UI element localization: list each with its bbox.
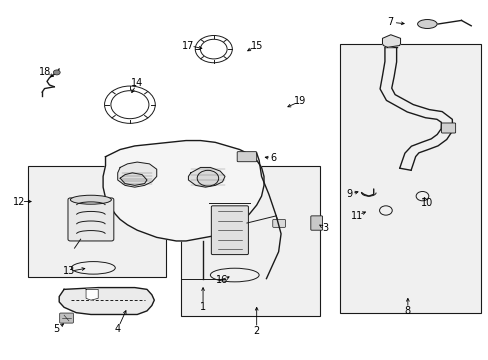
Bar [27, 166, 166, 277]
FancyBboxPatch shape [237, 152, 256, 162]
Bar [339, 44, 480, 313]
Text: 6: 6 [270, 153, 276, 163]
Text: 7: 7 [387, 17, 393, 27]
Text: 11: 11 [350, 211, 362, 221]
Circle shape [197, 170, 218, 186]
Bar [181, 166, 320, 316]
Text: 12: 12 [13, 197, 25, 207]
Polygon shape [120, 173, 147, 185]
FancyBboxPatch shape [441, 123, 455, 133]
Ellipse shape [70, 195, 111, 204]
Text: 4: 4 [114, 324, 121, 334]
Text: 10: 10 [420, 198, 432, 208]
Text: 1: 1 [200, 302, 206, 312]
Text: 16: 16 [216, 275, 228, 285]
FancyBboxPatch shape [211, 206, 248, 255]
FancyBboxPatch shape [310, 216, 322, 230]
Polygon shape [382, 35, 400, 47]
Text: 18: 18 [39, 67, 51, 77]
Text: 13: 13 [62, 266, 75, 276]
Polygon shape [86, 289, 98, 300]
FancyBboxPatch shape [68, 198, 114, 241]
Text: 9: 9 [346, 189, 352, 199]
Text: 2: 2 [253, 325, 259, 336]
Polygon shape [118, 162, 157, 187]
Circle shape [53, 70, 60, 75]
Text: 17: 17 [182, 41, 194, 50]
Text: 15: 15 [250, 41, 263, 50]
Text: 5: 5 [54, 324, 60, 334]
FancyBboxPatch shape [272, 220, 285, 227]
Text: 14: 14 [131, 78, 143, 88]
Polygon shape [188, 167, 224, 187]
Polygon shape [59, 288, 154, 315]
FancyBboxPatch shape [60, 313, 73, 323]
Text: 19: 19 [294, 96, 306, 106]
Text: 3: 3 [321, 224, 327, 233]
Polygon shape [103, 140, 264, 241]
Text: 8: 8 [404, 306, 410, 316]
Ellipse shape [417, 19, 436, 28]
